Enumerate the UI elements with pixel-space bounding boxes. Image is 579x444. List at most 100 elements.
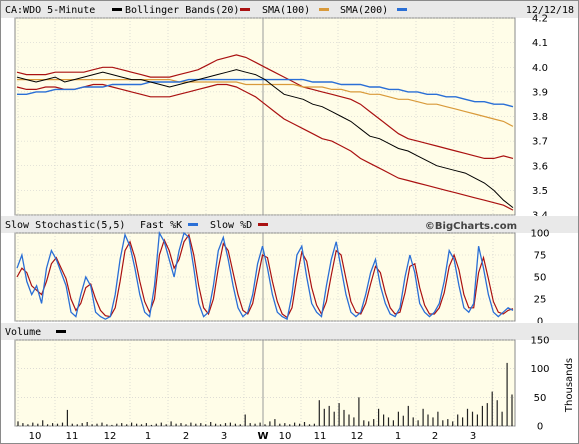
- volume-bar: [195, 423, 197, 426]
- volume-bar: [254, 423, 256, 426]
- volume-bar: [417, 420, 419, 426]
- volume-bar: [299, 423, 301, 426]
- x-axis-label: 2: [432, 431, 438, 442]
- volume-bar: [145, 423, 147, 426]
- volume-tick-label: 0: [537, 422, 543, 433]
- price-line: [16, 69, 514, 208]
- price-tick-label: 4.1: [532, 38, 548, 49]
- volume-bar: [471, 411, 474, 426]
- volume-bar: [422, 408, 424, 426]
- legend-bollinger-swatch: [112, 8, 122, 11]
- volume-bar: [150, 424, 152, 426]
- x-axis-label: 2: [183, 431, 189, 442]
- x-axis-label: 10: [279, 431, 292, 442]
- volume-bar: [308, 424, 311, 426]
- volume-bar: [61, 422, 64, 426]
- volume-bar: [289, 424, 291, 426]
- volume-bar: [121, 423, 123, 426]
- volume-bar: [111, 424, 113, 426]
- bollinger-upper-line: [16, 54, 514, 159]
- volume-bar: [348, 414, 350, 426]
- volume-bar: [392, 420, 394, 426]
- volume-bar: [343, 409, 345, 426]
- volume-bars: [17, 362, 513, 426]
- x-axis-label: 3: [470, 431, 476, 442]
- volume-bar: [437, 411, 439, 426]
- volume-bar: [239, 424, 241, 426]
- stoch-tick-label: 100: [530, 229, 549, 240]
- volume-bar: [402, 415, 404, 426]
- volume-bar: [269, 421, 271, 426]
- x-axis-label: 11: [66, 431, 79, 442]
- legend-sma200-marker: [397, 8, 407, 11]
- volume-bar: [358, 397, 360, 426]
- x-axis-label: 11: [314, 431, 327, 442]
- volume-bar: [47, 424, 49, 426]
- price-axis-ticks: 3.43.53.63.73.83.94.04.14.2: [532, 14, 548, 222]
- volume-unit-label: Thousands: [564, 358, 575, 413]
- volume-bar: [32, 422, 34, 426]
- volume-bar: [373, 419, 375, 426]
- volume-bar: [457, 414, 459, 426]
- price-tick-label: 3.6: [532, 161, 548, 172]
- volume-bar: [106, 424, 108, 426]
- volume-bar: [155, 423, 157, 426]
- x-axis-label: 1: [395, 431, 401, 442]
- volume-title: Volume: [5, 327, 41, 338]
- volume-bar: [491, 391, 493, 426]
- volume-bar: [91, 424, 93, 426]
- x-axis-label: 10: [29, 431, 42, 442]
- date-label: 12/12/18: [526, 5, 574, 16]
- volume-plot-area: [14, 339, 516, 427]
- volume-tick-label: 100: [530, 364, 549, 375]
- stochastic-panel: Slow Stochastic(5,5) Fast %K Slow %D ©Bi…: [1, 216, 578, 328]
- volume-bar: [76, 424, 78, 426]
- volume-bar: [190, 422, 192, 426]
- volume-bar: [27, 424, 29, 426]
- volume-bar: [412, 417, 414, 426]
- stoch-slow-swatch: [258, 223, 268, 226]
- x-axis-label: 1: [145, 431, 151, 442]
- volume-bar: [378, 408, 380, 426]
- symbol-label: CA:WDO 5-Minute: [5, 5, 95, 16]
- volume-bar: [506, 362, 508, 426]
- volume-bar: [363, 420, 365, 426]
- x-axis-label: 12: [351, 431, 364, 442]
- volume-bar: [71, 423, 73, 426]
- stoch-slow-label: Slow %D: [210, 220, 252, 231]
- volume-bar: [442, 420, 444, 426]
- volume-bar: [234, 423, 236, 426]
- legend-sma100-label: SMA(100): [262, 5, 310, 16]
- volume-bar: [185, 424, 187, 426]
- volume-bar: [496, 400, 498, 426]
- volume-bar: [205, 424, 207, 426]
- volume-bar: [126, 424, 128, 426]
- volume-bar: [462, 417, 464, 426]
- stoch-title: Slow Stochastic(5,5): [5, 220, 125, 231]
- volume-bar: [486, 403, 488, 426]
- volume-bar: [452, 421, 454, 426]
- volume-bar: [353, 417, 355, 426]
- volume-bar: [140, 424, 143, 426]
- price-tick-label: 4.2: [532, 14, 548, 25]
- volume-bar: [52, 423, 54, 426]
- volume-bar: [249, 423, 251, 426]
- legend-sma200-label: SMA(200): [340, 5, 388, 16]
- volume-bar: [318, 400, 320, 426]
- stoch-fast-label: Fast %K: [140, 220, 182, 231]
- volume-bar: [165, 424, 167, 426]
- volume-bar: [481, 405, 483, 426]
- price-tick-label: 3.5: [532, 186, 548, 197]
- stoch-axis-ticks: 0 25 50 75 100: [530, 229, 549, 328]
- volume-bar: [101, 422, 103, 426]
- stoch-tick-label: 0: [537, 317, 543, 328]
- stoch-header-bar: [1, 216, 578, 233]
- volume-bar: [180, 423, 182, 426]
- volume-bar: [86, 422, 88, 426]
- volume-bar: [264, 424, 266, 426]
- volume-bar: [294, 422, 296, 426]
- volume-bar: [229, 422, 231, 426]
- volume-bar: [383, 414, 385, 426]
- price-panel: CA:WDO 5-Minute Bollinger Bands(20) SMA(…: [1, 1, 578, 222]
